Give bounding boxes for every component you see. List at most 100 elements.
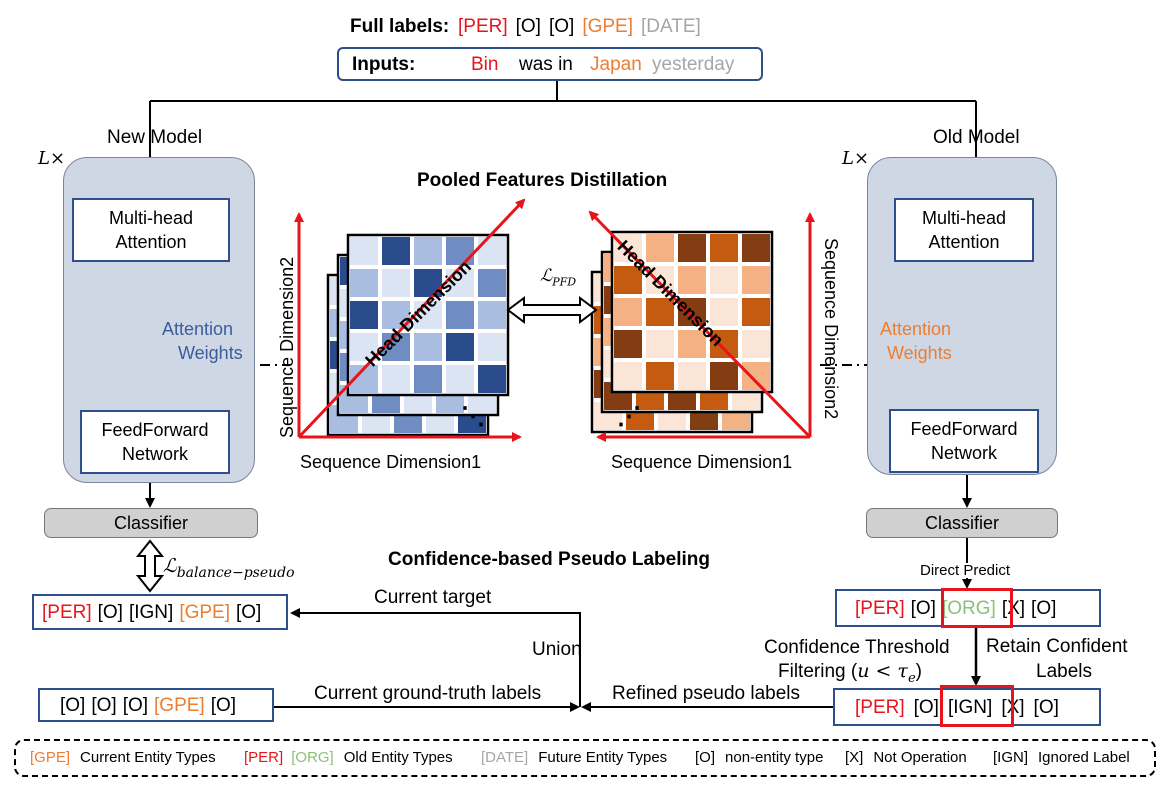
ign-highlight-box: [940, 685, 1014, 727]
left-y-axis-label: Sequence Dimension2: [277, 256, 297, 438]
label-token: [PER]: [42, 602, 92, 623]
left-heatmap-cell: [446, 333, 474, 361]
right-heatmap-cell: [646, 362, 674, 390]
ground-truth-box: [38, 688, 274, 722]
label-token: [ORG]: [941, 598, 996, 619]
right-heatmap-cell: [614, 234, 642, 262]
left-heatmap-cell: [350, 333, 378, 361]
new-model-repeat: L×: [38, 148, 66, 169]
label-token: [O]: [60, 695, 86, 716]
legend-desc: Future Entity Types: [538, 749, 668, 766]
right-heatmap-cell: [742, 330, 770, 358]
legend-per-org: [PER] [ORG] Old Entity Types: [244, 750, 453, 765]
right-heatmap-cell: [614, 298, 642, 326]
legend-tag: [O]: [695, 749, 716, 766]
legend-tag: [IGN]: [993, 749, 1029, 766]
legend-ign: [IGN] Ignored Label: [993, 750, 1130, 765]
input-token-bin: Bin: [471, 54, 499, 75]
legend-tag: [X]: [845, 749, 864, 766]
full-labels-row: [PER] [O] [O] [GPE] [DATE]: [458, 17, 709, 36]
right-heatmap-cell: [710, 234, 738, 262]
org-highlight-box: [941, 588, 1013, 628]
confidence-threshold-line1: Confidence Threshold: [764, 637, 950, 658]
right-heatmap-cell: [742, 362, 770, 390]
right-heatmap-cell: [614, 362, 642, 390]
current-target-labels: [PER] [O] [IGN] [GPE] [O]: [42, 603, 267, 622]
right-heatmap-cell: [678, 234, 706, 262]
left-heatmap-cell: [446, 269, 474, 297]
cpl-title: Confidence-based Pseudo Labeling: [388, 549, 710, 570]
label-token: [IGN]: [947, 697, 993, 718]
label-token: [GPE]: [154, 695, 205, 716]
label-token: [GPE]: [179, 602, 230, 623]
right-y-axis-label: Sequence Dimension2: [821, 238, 841, 420]
pfd-double-arrow: [506, 296, 598, 324]
label-token: [O]: [210, 695, 237, 716]
label-token: [O]: [236, 602, 262, 623]
old-classifier: Classifier: [866, 508, 1058, 538]
label-token: [DATE]: [641, 16, 701, 37]
right-heatmap-cell: [678, 362, 706, 390]
old-ffn-box: FeedForward Network: [889, 409, 1039, 473]
label-token: [X]: [1001, 598, 1026, 619]
left-ellipsis: ⋱: [461, 403, 485, 430]
right-heatmap-cell: [710, 330, 738, 358]
legend-desc: Old Entity Types: [343, 749, 453, 766]
legend-date: [DATE] Future Entity Types: [481, 750, 667, 765]
label-token: [O]: [91, 695, 117, 716]
new-classifier: Classifier: [44, 508, 258, 538]
current-gt-label: Current ground-truth labels: [314, 683, 542, 704]
old-attention-weights-line2: Weights: [887, 343, 952, 363]
left-heatmap-cell: [414, 301, 442, 329]
left-diagonal-arrow: [297, 198, 526, 439]
old-attention-weights-line1: Attention: [880, 319, 952, 339]
label-token: [O]: [548, 16, 575, 37]
right-heatmap-cell: [678, 298, 706, 326]
legend-box: [14, 739, 1156, 777]
left-heatmap-cell: [478, 269, 506, 297]
new-attention-weights-line1: Attention: [162, 319, 234, 339]
label-token: [O]: [97, 602, 123, 623]
label-token: [O]: [122, 695, 149, 716]
left-heatmap-cell: [446, 301, 474, 329]
new-model-title: New Model: [107, 127, 203, 148]
confidence-threshold-line2: Filtering (u < τe): [778, 660, 922, 686]
left-heatmap-cell: [478, 237, 506, 265]
refined-pseudo-labels: [PER] [O] [IGN] [X] [O]: [855, 698, 1068, 717]
input-token-japan: Japan: [590, 54, 642, 75]
right-heatmap-cell: [710, 298, 738, 326]
right-ellipsis: ⋰: [617, 403, 641, 430]
left-heatmap-cell: [350, 269, 378, 297]
right-diagonal-arrow: [588, 210, 812, 439]
new-attention-weights-line2: Weights: [178, 343, 243, 363]
direct-predict-labels: [PER] [O] [ORG] [X] [O]: [855, 599, 1062, 618]
right-heatmap-cell: [646, 298, 674, 326]
input-token-was-in: was in: [519, 54, 573, 75]
pfd-loss: ℒPFD: [540, 266, 577, 289]
right-heatmap-cell: [614, 330, 642, 358]
old-model-title: Old Model: [933, 127, 1020, 148]
legend-desc: Current Entity Types: [80, 749, 216, 766]
legend-desc: Not Operation: [873, 749, 967, 766]
right-heatmap-cell: [614, 266, 642, 294]
refined-pseudo-label: Refined pseudo labels: [612, 683, 801, 704]
new-ffn-box: FeedForward Network: [80, 410, 230, 474]
left-heatmap-cell: [446, 365, 474, 393]
legend-desc: non-entity type: [725, 749, 824, 766]
legend-tag: [PER]: [244, 749, 284, 766]
ground-truth-labels: [O] [O] [O] [GPE] [O]: [60, 696, 242, 715]
left-heatmap-cell: [478, 365, 506, 393]
left-heatmap-cell: [414, 365, 442, 393]
label-token: [IGN]: [128, 602, 174, 623]
left-heatmap-cell: [414, 333, 442, 361]
label-token: [PER]: [855, 697, 905, 718]
balance-loss: ℒbalance−pseudo: [163, 555, 295, 581]
legend-x: [X] Not Operation: [845, 750, 967, 765]
old-attention-box: Multi-head Attention: [894, 198, 1034, 262]
inputs-title: Inputs:: [352, 54, 416, 75]
current-target-label: Current target: [374, 587, 492, 608]
direct-predict-label: Direct Predict: [920, 562, 1011, 579]
pfd-title: Pooled Features Distillation: [417, 170, 668, 191]
right-heatmap-cell: [742, 266, 770, 294]
